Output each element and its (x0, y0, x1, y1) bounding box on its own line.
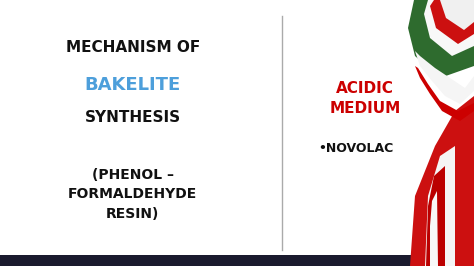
Polygon shape (426, 166, 445, 266)
Text: (PHENOL –
FORMALDEHYDE
RESIN): (PHENOL – FORMALDEHYDE RESIN) (68, 168, 197, 221)
Polygon shape (424, 0, 474, 56)
Text: SYNTHESIS: SYNTHESIS (85, 110, 181, 124)
Polygon shape (425, 146, 455, 266)
Polygon shape (430, 0, 474, 44)
Polygon shape (440, 0, 474, 30)
Text: MECHANISM OF: MECHANISM OF (65, 40, 200, 55)
Polygon shape (415, 51, 474, 104)
Bar (0, 255, 474, 266)
Polygon shape (410, 96, 474, 266)
Text: BAKELITE: BAKELITE (84, 76, 181, 94)
Text: •NOVOLAC: •NOVOLAC (318, 143, 393, 155)
Polygon shape (430, 191, 438, 266)
Polygon shape (408, 0, 474, 78)
Polygon shape (415, 66, 474, 121)
Text: ACIDIC
MEDIUM: ACIDIC MEDIUM (329, 81, 401, 116)
